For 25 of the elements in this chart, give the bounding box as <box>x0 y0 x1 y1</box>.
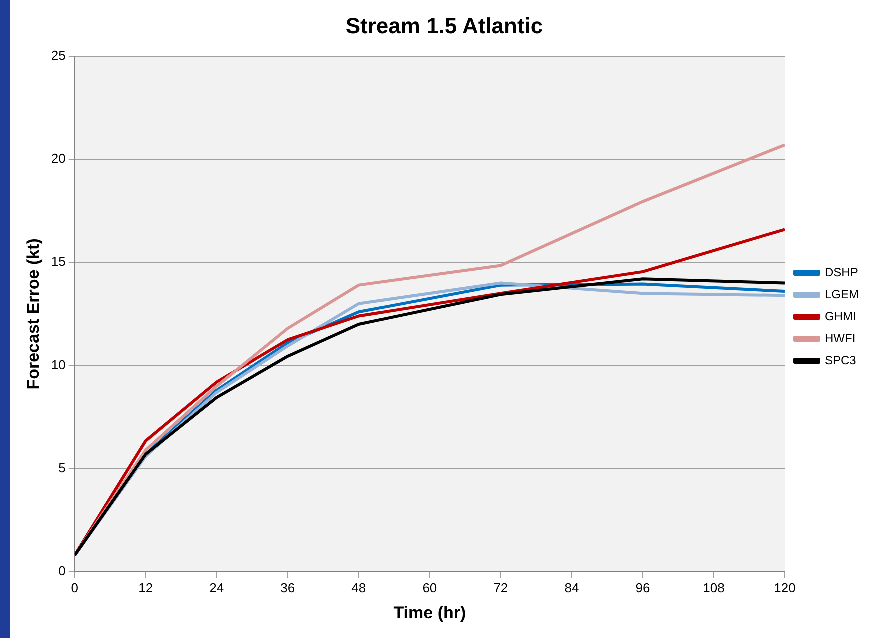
y-tick-label: 10 <box>51 357 66 372</box>
y-tick-label: 5 <box>58 460 66 476</box>
x-tick-label: 12 <box>138 580 154 596</box>
legend-label: HWFI <box>824 331 856 346</box>
chart-title: Stream 1.5 Atlantic <box>346 13 544 38</box>
x-tick-label: 24 <box>210 580 224 596</box>
legend-label: DSHP <box>824 265 858 280</box>
x-tick-label: 96 <box>636 580 650 596</box>
x-tick-label: 72 <box>494 580 508 596</box>
y-tick-label: 0 <box>58 564 66 579</box>
x-tick-label: 36 <box>280 580 296 596</box>
y-tick-label: 25 <box>51 48 66 63</box>
x-tick-label: 108 <box>703 580 725 596</box>
x-axis-title: Time (hr) <box>394 603 466 622</box>
legend-label: SPC3 <box>824 353 857 368</box>
x-tick-label: 60 <box>422 580 438 596</box>
x-tick-label: 120 <box>774 580 796 596</box>
legend-label: GHMI <box>824 309 856 324</box>
x-tick-label: 84 <box>564 580 580 596</box>
y-tick-label: 15 <box>51 254 66 270</box>
y-axis-title: Forecast Erroe (kt) <box>24 238 43 390</box>
x-tick-label: 0 <box>71 580 78 596</box>
y-tick-label: 20 <box>51 151 66 166</box>
x-tick-label: 48 <box>352 580 366 596</box>
legend-label: LGEM <box>824 287 860 302</box>
